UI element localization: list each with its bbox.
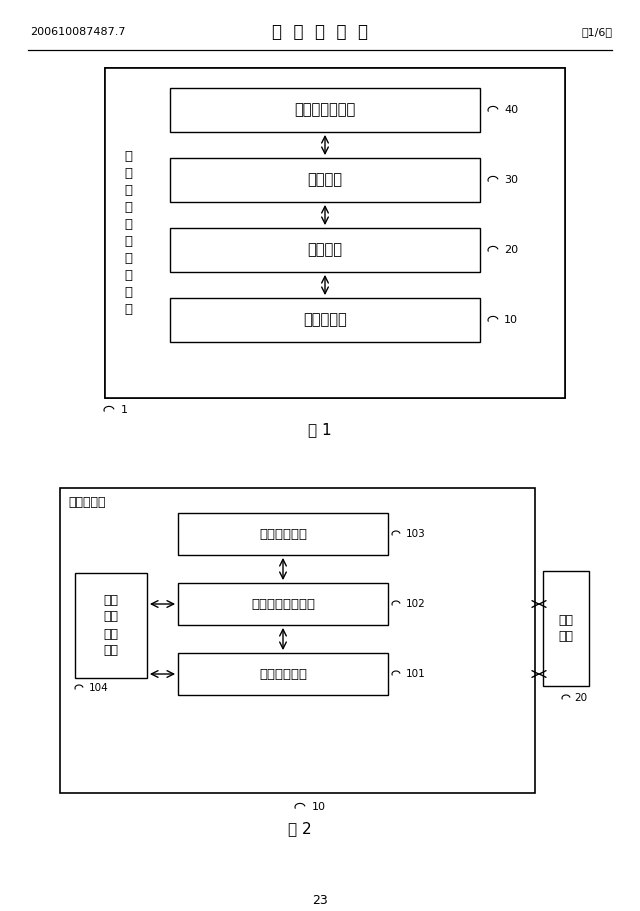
- Text: 40: 40: [504, 105, 518, 115]
- Text: 地图浏览器: 地图浏览器: [68, 496, 106, 508]
- Text: 图 2: 图 2: [288, 822, 312, 836]
- Bar: [543, 571, 589, 686]
- Text: 脚本语言解析模块: 脚本语言解析模块: [251, 598, 315, 610]
- Text: 接口模块: 接口模块: [307, 242, 342, 258]
- Text: 业务
逻辑
处理
模块: 业务 逻辑 处理 模块: [104, 593, 118, 658]
- Bar: [105, 68, 565, 398]
- Text: 103: 103: [406, 529, 426, 539]
- Bar: [170, 298, 480, 342]
- Text: 1: 1: [121, 405, 128, 415]
- Text: 照1/6页: 照1/6页: [581, 27, 612, 37]
- Text: 101: 101: [406, 669, 426, 679]
- Text: 本地地图数据库: 本地地图数据库: [294, 103, 356, 118]
- Text: 地图浏览器: 地图浏览器: [303, 312, 347, 327]
- Text: 手
机
地
图
移
动
终
端
平
台: 手 机 地 图 移 动 终 端 平 台: [124, 150, 132, 316]
- Bar: [170, 88, 480, 132]
- Text: 30: 30: [504, 175, 518, 185]
- Text: 10: 10: [312, 802, 326, 812]
- Text: 104: 104: [89, 683, 109, 693]
- Text: 接口
模块: 接口 模块: [559, 613, 573, 643]
- Bar: [170, 228, 480, 272]
- Bar: [178, 583, 388, 625]
- Text: 图 1: 图 1: [308, 423, 332, 437]
- Bar: [75, 573, 147, 678]
- Text: 102: 102: [406, 599, 426, 609]
- Text: 数据处理模块: 数据处理模块: [259, 668, 307, 681]
- Text: 200610087487.7: 200610087487.7: [30, 27, 125, 37]
- Bar: [105, 68, 565, 398]
- Bar: [60, 488, 535, 793]
- Text: 说  明  书  附  图: 说 明 书 附 图: [272, 23, 368, 41]
- Text: 23: 23: [312, 894, 328, 906]
- Bar: [178, 513, 388, 555]
- Bar: [170, 158, 480, 202]
- Text: 20: 20: [504, 245, 518, 255]
- Text: 10: 10: [504, 315, 518, 325]
- Text: 用户界面模块: 用户界面模块: [259, 527, 307, 540]
- Bar: [178, 653, 388, 695]
- Text: 20: 20: [574, 693, 587, 703]
- Text: 地图引擎: 地图引擎: [307, 172, 342, 188]
